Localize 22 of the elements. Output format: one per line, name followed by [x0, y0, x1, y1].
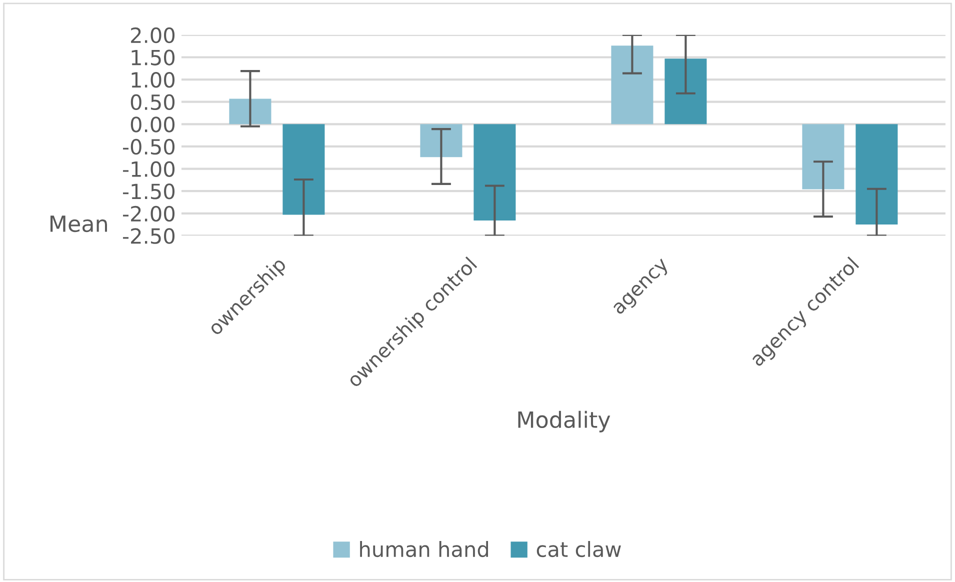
legend-label: human hand — [360, 541, 488, 558]
bar — [664, 58, 707, 124]
y-tick-label: -0.50 — [123, 138, 175, 155]
bar — [856, 124, 898, 225]
bar — [282, 124, 325, 215]
y-tick-label: -1.50 — [123, 184, 175, 200]
bar — [474, 124, 516, 221]
bar — [802, 124, 844, 190]
y-tick-label: 0.50 — [130, 94, 175, 110]
y-tick-label: -1.00 — [123, 161, 175, 177]
bar — [420, 124, 462, 158]
y-axis-title: Mean — [50, 216, 107, 232]
y-tick-label: 0.00 — [130, 116, 175, 132]
legend-label: cat claw — [536, 541, 621, 558]
y-tick-label: 2.00 — [131, 27, 175, 44]
bar — [611, 46, 654, 124]
y-tick-label: -2.00 — [123, 206, 175, 222]
y-tick-label: -2.50 — [123, 228, 175, 244]
y-tick-label: 1.00 — [132, 72, 175, 88]
y-tick-label: 1.50 — [132, 50, 175, 66]
x-axis-title: Modality — [518, 410, 610, 432]
bar — [229, 98, 272, 124]
